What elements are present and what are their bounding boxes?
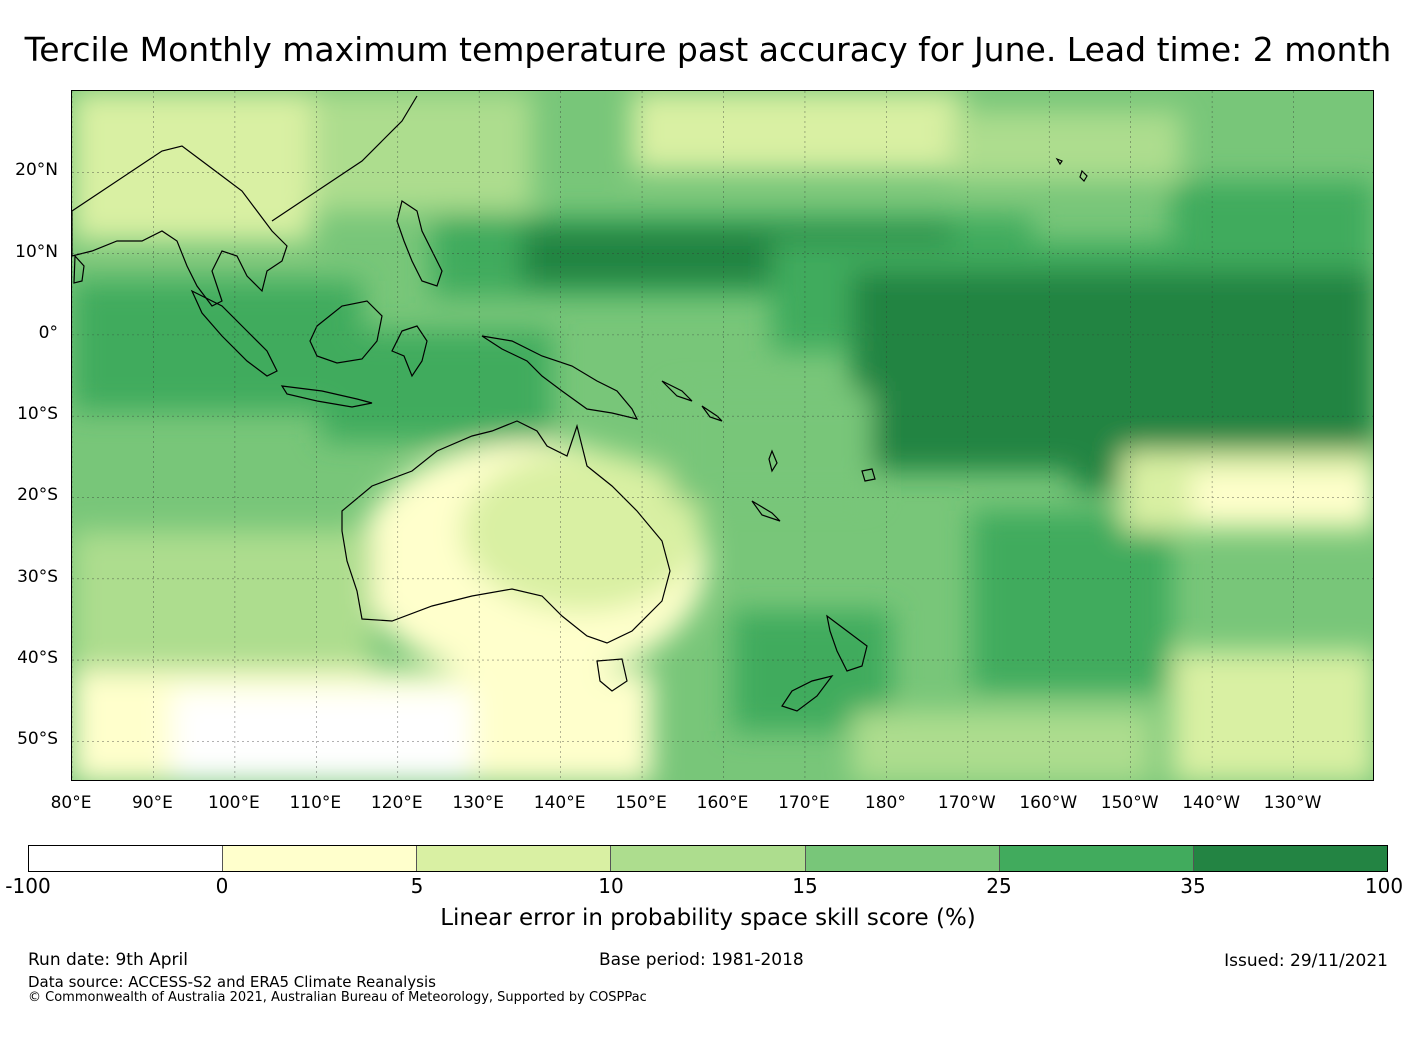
sri-lanka-coastline [73, 254, 85, 284]
lon-label-150w: 150°W [1100, 793, 1159, 813]
lon-label-80e: 80°E [50, 793, 92, 813]
lon-label-180: 180° [864, 793, 906, 813]
run-date: Run date: 9th April [28, 950, 188, 970]
colorbar-segment [417, 846, 612, 871]
colorbar-segment [1193, 846, 1387, 871]
lon-label-130w: 130°W [1263, 793, 1322, 813]
issued-date: Issued: 29/11/2021 [1224, 951, 1388, 971]
vanuatu-coastline [768, 449, 778, 473]
colorbar-segment [999, 846, 1194, 871]
lon-label-130e: 130°E [452, 793, 505, 813]
solomon-islands-coastline [661, 380, 723, 422]
asia-coastline [72, 145, 288, 307]
base-period: Base period: 1981-2018 [599, 950, 804, 970]
colorbar-segment [29, 846, 224, 871]
lat-label-30s: 30°S [17, 566, 58, 587]
lon-label-160e: 160°E [696, 793, 749, 813]
hawaii-coastline [1055, 157, 1088, 182]
tasmania-coastline [596, 658, 628, 692]
australia-coastline [341, 420, 671, 644]
new-zealand-coastline [781, 614, 868, 712]
philippines-coastline [396, 200, 443, 287]
skill-map-canvas [72, 91, 1373, 780]
lon-label-90e: 90°E [132, 793, 173, 813]
lon-label-150e: 150°E [615, 793, 667, 813]
colorbar-segment [611, 846, 806, 871]
lon-label-120e: 120°E [370, 793, 423, 813]
colorbar-tick: 0 [215, 874, 229, 898]
chart-title: Tercile Monthly maximum temperature past… [24, 30, 1392, 69]
colorbar-segment [223, 846, 418, 871]
colorbar-tick: 100 [1364, 874, 1404, 898]
lon-label-140e: 140°E [533, 793, 586, 813]
coastlines [72, 95, 1088, 712]
skill-map [71, 90, 1374, 781]
new-caledonia-coastline [751, 500, 781, 522]
colorbar-tick: 25 [986, 874, 1012, 898]
colorbar-tick: 15 [792, 874, 818, 898]
colorbar-tick: 10 [598, 874, 624, 898]
colorbar-tick: 35 [1180, 874, 1206, 898]
colorbar-label: Linear error in probability space skill … [440, 905, 976, 931]
data-source: Data source: ACCESS-S2 and ERA5 Climate … [28, 973, 436, 991]
sulawesi-coastline [391, 325, 428, 378]
lon-label-170w: 170°W [937, 793, 996, 813]
lat-label-40s: 40°S [17, 648, 58, 669]
china-coastline [271, 95, 418, 222]
sumatra-coastline [190, 289, 278, 377]
borneo-coastline [309, 300, 383, 364]
lat-label-equator: 0° [38, 322, 58, 343]
colorbar-tick: -100 [5, 874, 51, 898]
lon-label-100e: 100°E [208, 793, 260, 813]
new-guinea-coastline [481, 335, 639, 420]
fiji-coastline [861, 468, 876, 482]
colorbar [28, 845, 1388, 872]
lat-label-20s: 20°S [17, 485, 58, 506]
copyright: © Commonwealth of Australia 2021, Austra… [28, 990, 647, 1005]
lon-label-160w: 160°W [1019, 793, 1078, 813]
lat-label-10s: 10°S [17, 404, 58, 425]
colorbar-segment [805, 846, 1000, 871]
lat-label-10n: 10°N [15, 241, 58, 262]
lon-label-110e: 110°E [289, 793, 342, 813]
java-coastline [280, 385, 373, 408]
colorbar-tick: 5 [410, 874, 424, 898]
graticule [72, 91, 1373, 780]
skill-field [72, 91, 1373, 780]
lon-label-140w: 140°W [1182, 793, 1241, 813]
lat-label-50s: 50°S [17, 729, 58, 750]
lon-label-170e: 170°E [778, 793, 830, 813]
lat-label-20n: 20°N [15, 160, 58, 181]
